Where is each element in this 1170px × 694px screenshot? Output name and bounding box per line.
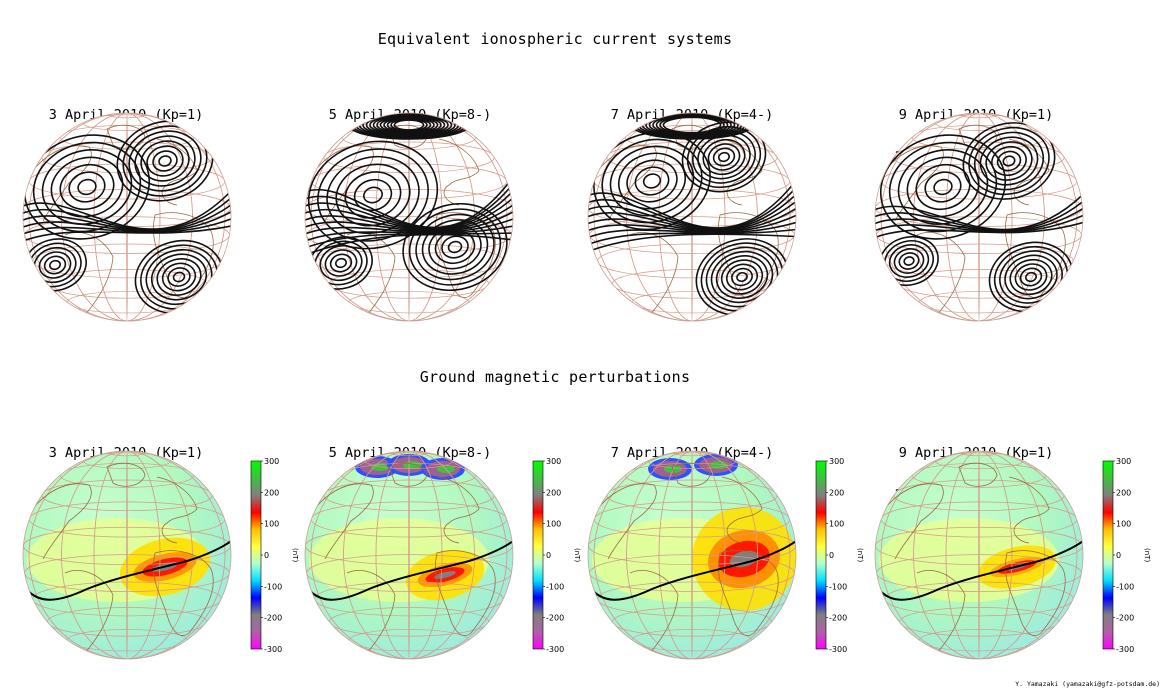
colorbar-scale <box>815 460 827 650</box>
magnetic-perturbations-title: Ground magnetic perturbations <box>419 368 691 386</box>
colorbar-tick-label: 0 <box>264 551 269 560</box>
magnetic-dip-equator <box>875 540 1083 601</box>
colorbar-tick-label: 300 <box>546 457 561 466</box>
current-system-globe <box>22 112 232 322</box>
colorbar-tick-label: -200 <box>829 614 847 623</box>
magnetic-perturbation-globe <box>304 450 514 660</box>
colorbar-tick-label: -300 <box>546 645 564 654</box>
current-systems-title: Equivalent ionospheric current systems <box>377 30 733 48</box>
current-system-globe <box>874 112 1084 322</box>
colorbar-tick-label: -200 <box>546 614 564 623</box>
colorbar-scale <box>1102 460 1114 650</box>
colorbar-unit-label: (nT) <box>1143 548 1151 562</box>
magnetic-dip-equator <box>23 540 231 601</box>
globe-outline <box>587 112 797 322</box>
colorbar-unit-label: (nT) <box>856 548 864 562</box>
globe-outline <box>22 450 232 660</box>
colorbar-tick-label: -100 <box>546 582 564 591</box>
current-streamlines <box>305 113 513 292</box>
colorbar-tick-label: 300 <box>829 457 844 466</box>
colorbar-tick-label: 0 <box>829 551 834 560</box>
globe-outline <box>304 112 514 322</box>
colorbar-tick-label: -100 <box>1116 582 1134 591</box>
globe-outline <box>587 450 797 660</box>
colorbar-tick-label: -200 <box>1116 614 1134 623</box>
colorbar: 300 200 100 0 -100 -200 -300 (nT) <box>815 457 864 654</box>
colorbar: 300 200 100 0 -100 -200 -300 (nT) <box>532 457 581 654</box>
colorbar-tick-label: 200 <box>829 488 844 497</box>
coastlines <box>23 124 214 316</box>
colorbar-tick-label: -200 <box>264 614 282 623</box>
author-credit: Y. Yamazaki (yamazaki@gfz-potsdam.de) <box>1015 680 1160 688</box>
colorbar-tick-label: -300 <box>829 645 847 654</box>
current-streamlines <box>588 113 796 316</box>
colorbar-tick-label: -100 <box>829 582 847 591</box>
globe-outline <box>22 112 232 322</box>
magnetic-dip-equator <box>305 540 513 601</box>
colorbar-tick-label: 200 <box>546 488 561 497</box>
auroral-perturbation <box>421 458 465 480</box>
globe-outline <box>874 450 1084 660</box>
globe-outline <box>304 450 514 660</box>
magnetic-perturbation-globe <box>587 450 797 660</box>
colorbar: 300 200 100 0 -100 -200 -300 (nT) <box>250 457 299 654</box>
colorbar-tick-label: -100 <box>264 582 282 591</box>
colorbar-tick-label: 100 <box>829 520 844 529</box>
magnetic-perturbation-globe <box>874 450 1084 660</box>
current-streamlines <box>23 120 231 315</box>
colorbar-unit-label: (nT) <box>291 548 299 562</box>
colorbar-scale <box>250 460 262 650</box>
coastlines <box>875 462 1066 654</box>
colorbar-unit-label: (nT) <box>573 548 581 562</box>
globe-outline <box>874 112 1084 322</box>
colorbar-tick-label: 100 <box>264 520 279 529</box>
current-system-globe <box>304 112 514 322</box>
colorbar-tick-label: 200 <box>264 488 279 497</box>
colorbar-tick-label: 100 <box>1116 520 1131 529</box>
colorbar-tick-label: 300 <box>1116 457 1131 466</box>
colorbar-tick-label: 100 <box>546 520 561 529</box>
colorbar-tick-label: 0 <box>546 551 551 560</box>
colorbar-tick-label: -300 <box>1116 645 1134 654</box>
colorbar-tick-label: 0 <box>1116 551 1121 560</box>
colorbar-tick-label: 200 <box>1116 488 1131 497</box>
colorbar-scale <box>532 460 544 650</box>
magnetic-perturbation-globe <box>22 450 232 660</box>
colorbar-tick-label: -300 <box>264 645 282 654</box>
colorbar-tick-label: 300 <box>264 457 279 466</box>
current-system-globe <box>587 112 797 322</box>
colorbar: 300 200 100 0 -100 -200 -300 (nT) <box>1102 457 1151 654</box>
magnetic-dip-equator <box>588 540 796 601</box>
